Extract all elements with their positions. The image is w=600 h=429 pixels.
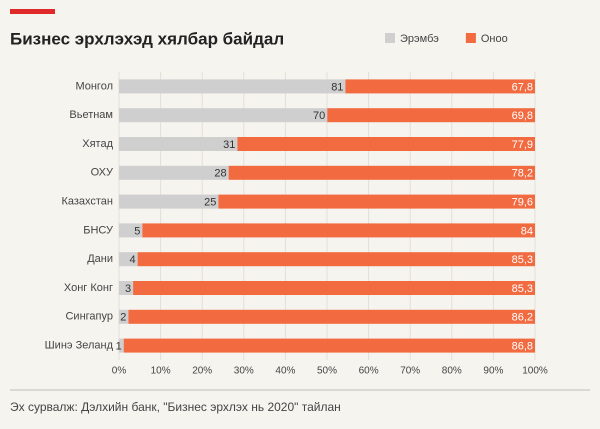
value-label: 77,9: [512, 139, 533, 151]
bar: [119, 165, 229, 180]
value-label: 84: [521, 225, 533, 237]
bar: [228, 165, 535, 180]
value-label: 31: [223, 139, 235, 151]
y-tick-label: Казахстан: [61, 196, 113, 208]
y-tick-label: Дани: [87, 253, 113, 265]
bar: [119, 223, 143, 238]
source: Эх сурвалж: Дэлхийн банк, "Бизнес эрхлэх…: [10, 400, 341, 414]
value-label: 79,6: [512, 197, 533, 209]
value-label: 25: [204, 197, 216, 209]
value-label: 81: [331, 81, 343, 93]
x-tick-label: 90%: [483, 366, 503, 377]
y-tick-label: Монгол: [75, 80, 113, 92]
value-label: 2: [120, 312, 126, 324]
x-tick-label: 30%: [234, 366, 254, 377]
bar: [119, 252, 138, 267]
bar: [119, 108, 328, 123]
y-tick-label: Шинэ Зеланд: [45, 340, 114, 352]
x-tick-label: 0%: [112, 366, 127, 377]
value-label: 4: [130, 254, 136, 266]
y-tick-label: Хонг Конг: [64, 282, 113, 294]
bar: [142, 223, 535, 238]
value-label: 28: [214, 168, 226, 180]
bar: [128, 309, 535, 324]
x-tick-label: 80%: [442, 366, 462, 377]
legend-label: Оноо: [481, 33, 508, 45]
bar: [237, 137, 535, 151]
y-tick-label: БНСУ: [83, 224, 114, 236]
chart-title: Бизнес эрхлэхэд хялбар байдал: [10, 29, 284, 48]
value-label: 78,2: [512, 168, 533, 180]
bar: [345, 79, 535, 94]
x-tick-label: 20%: [192, 366, 212, 377]
x-tick-label: 70%: [400, 366, 420, 377]
legend-label: Эрэмбэ: [400, 33, 439, 45]
bar: [133, 281, 535, 295]
value-label: 67,8: [512, 81, 533, 93]
value-label: 5: [134, 225, 140, 237]
bar: [119, 309, 129, 324]
bar: [119, 194, 219, 209]
value-label: 86,8: [512, 341, 533, 353]
bar: [137, 252, 535, 267]
value-label: 85,3: [512, 254, 533, 266]
x-tick-label: 50%: [317, 366, 337, 377]
value-label: 85,3: [512, 283, 533, 295]
y-tick-label: Сингапур: [65, 311, 113, 323]
bar: [119, 137, 238, 151]
bar: [327, 108, 535, 123]
x-tick-label: 10%: [151, 366, 171, 377]
value-label: 3: [125, 283, 131, 295]
bar: [119, 338, 124, 353]
value-label: 70: [313, 110, 325, 122]
bar: [218, 194, 535, 209]
bar: [123, 338, 536, 353]
legend-swatch: [465, 33, 476, 43]
y-tick-label: Хятад: [82, 138, 113, 150]
bar: [119, 79, 346, 94]
value-label: 86,2: [512, 312, 533, 324]
accent-bar: [10, 9, 55, 14]
value-label: 69,8: [512, 110, 533, 122]
x-tick-label: 60%: [359, 366, 379, 377]
value-label: 1: [116, 341, 122, 353]
legend-swatch: [385, 33, 395, 43]
y-tick-label: Вьетнам: [69, 109, 113, 121]
x-tick-label: 100%: [522, 366, 548, 377]
bar: [119, 281, 134, 295]
y-tick-label: ОХУ: [91, 167, 114, 179]
x-tick-label: 40%: [275, 366, 295, 377]
